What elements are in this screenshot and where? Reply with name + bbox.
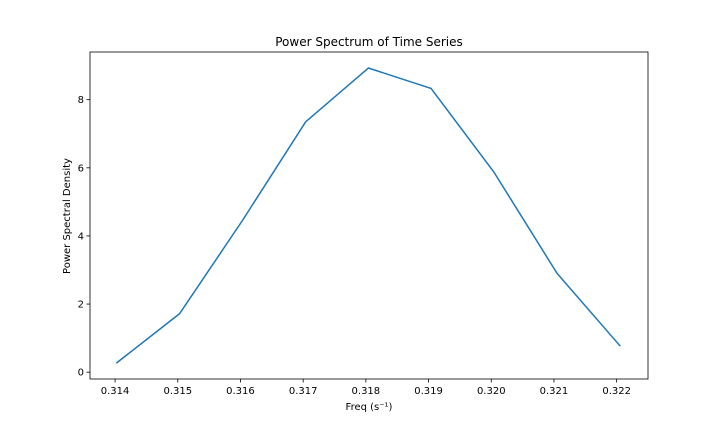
- y-axis-label: Power Spectral Density: [62, 158, 73, 274]
- x-tick-label: 0.316: [226, 386, 255, 397]
- x-tick-label: 0.318: [352, 386, 381, 397]
- x-tick-label: 0.322: [602, 386, 631, 397]
- x-tick-label: 0.315: [163, 386, 192, 397]
- y-tick-label: 0: [78, 368, 84, 379]
- x-tick-label: 0.317: [289, 386, 318, 397]
- series-line-0: [115, 67, 621, 364]
- x-tick-label: 0.314: [101, 386, 130, 397]
- y-tick-label: 6: [78, 163, 84, 174]
- chart-title: Power Spectrum of Time Series: [275, 35, 463, 49]
- y-tick-label: 8: [78, 95, 84, 106]
- x-tick-label: 0.321: [540, 386, 569, 397]
- x-tick-label: 0.319: [414, 386, 443, 397]
- axes-frame: [89, 51, 649, 380]
- x-tick-label: 0.320: [477, 386, 506, 397]
- y-tick-label: 2: [78, 300, 84, 311]
- x-axis-label: Freq (s⁻¹): [346, 402, 393, 413]
- y-tick-label: 4: [78, 231, 84, 242]
- plot-area: 0.314 0.315 0.316 0.317 0.318 0.319 0.320 0.321…: [78, 51, 649, 397]
